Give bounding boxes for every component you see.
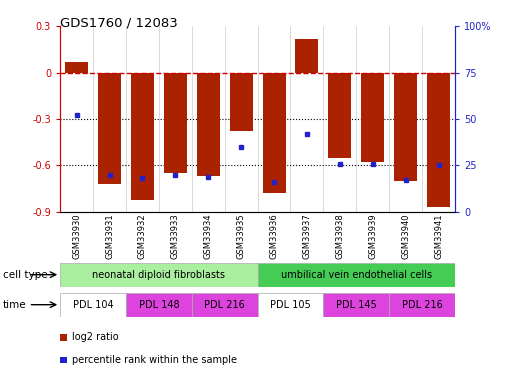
- Bar: [65, 62, 88, 73]
- Bar: [389, 292, 455, 317]
- Text: umbilical vein endothelial cells: umbilical vein endothelial cells: [281, 270, 432, 280]
- Text: neonatal diploid fibroblasts: neonatal diploid fibroblasts: [93, 270, 225, 280]
- Text: PDL 104: PDL 104: [73, 300, 113, 310]
- Bar: [328, 73, 351, 158]
- Bar: [197, 73, 220, 176]
- Bar: [192, 292, 257, 317]
- Text: PDL 216: PDL 216: [204, 300, 245, 310]
- Bar: [126, 292, 192, 317]
- Bar: [164, 73, 187, 173]
- Bar: [323, 292, 389, 317]
- Text: PDL 105: PDL 105: [270, 300, 311, 310]
- Bar: [427, 73, 450, 207]
- Text: GDS1760 / 12083: GDS1760 / 12083: [60, 17, 178, 30]
- Text: time: time: [3, 300, 26, 310]
- Text: log2 ratio: log2 ratio: [72, 333, 119, 342]
- Bar: [394, 73, 417, 181]
- Bar: [257, 262, 455, 287]
- Text: cell type: cell type: [3, 270, 47, 280]
- Bar: [98, 73, 121, 184]
- Text: PDL 216: PDL 216: [402, 300, 442, 310]
- Bar: [263, 73, 286, 194]
- Bar: [257, 292, 323, 317]
- Text: PDL 148: PDL 148: [139, 300, 179, 310]
- Text: PDL 145: PDL 145: [336, 300, 377, 310]
- Bar: [60, 262, 257, 287]
- Bar: [60, 292, 126, 317]
- Bar: [230, 73, 253, 132]
- Text: percentile rank within the sample: percentile rank within the sample: [72, 355, 237, 365]
- Bar: [131, 73, 154, 200]
- Bar: [361, 73, 384, 162]
- Bar: [295, 39, 319, 73]
